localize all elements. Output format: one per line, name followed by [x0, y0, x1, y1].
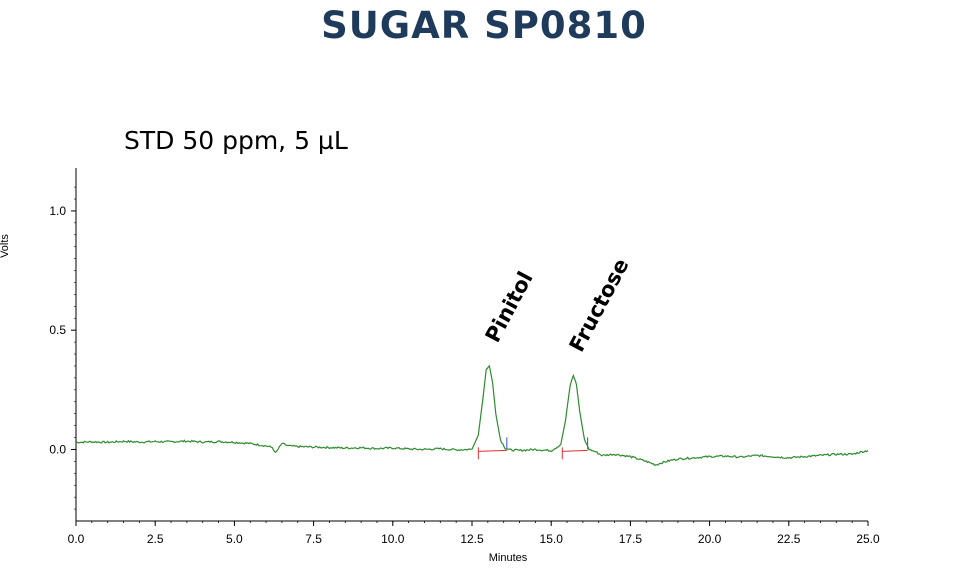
x-tick-label: 12.5 [460, 532, 484, 546]
peak-label-fructose: Fructose [565, 255, 634, 356]
x-tick-label: 15.0 [540, 532, 564, 546]
y-tick-label: 0.0 [49, 442, 66, 456]
y-tick-label: 0.5 [49, 323, 66, 337]
peak-baselines [477, 437, 589, 460]
chart-subtitle: STD 50 ppm, 5 µL [124, 126, 348, 155]
peak-label-pinitol: Pinitol [481, 268, 538, 347]
peak-labels: Pinitol Fructose [481, 255, 634, 356]
x-tick-label: 7.5 [305, 532, 322, 546]
y-axis-title: Volts [0, 234, 11, 258]
chart-plot-area [75, 364, 869, 466]
x-tick-label: 5.0 [226, 532, 243, 546]
x-tick-label: 10.0 [381, 532, 405, 546]
x-tick-label: 0.0 [68, 532, 85, 546]
x-tick-label: 17.5 [619, 532, 643, 546]
chart-axes: 0.0 2.5 5.0 7.5 10.0 12.5 15.0 17.5 20.0 22.5 25.0… [0, 168, 880, 564]
page-title: SUGAR SP0810 [321, 4, 647, 47]
peak-baseline [562, 449, 588, 452]
x-tick-label: 20.0 [698, 532, 722, 546]
x-tick-label: 22.5 [777, 532, 801, 546]
x-tick-label: 25.0 [856, 532, 880, 546]
y-tick-label: 1.0 [49, 204, 66, 218]
x-tick-label: 2.5 [147, 532, 164, 546]
signal-trace [75, 364, 869, 466]
peak-baseline [478, 449, 507, 452]
x-axis-title: Minutes [489, 552, 528, 564]
